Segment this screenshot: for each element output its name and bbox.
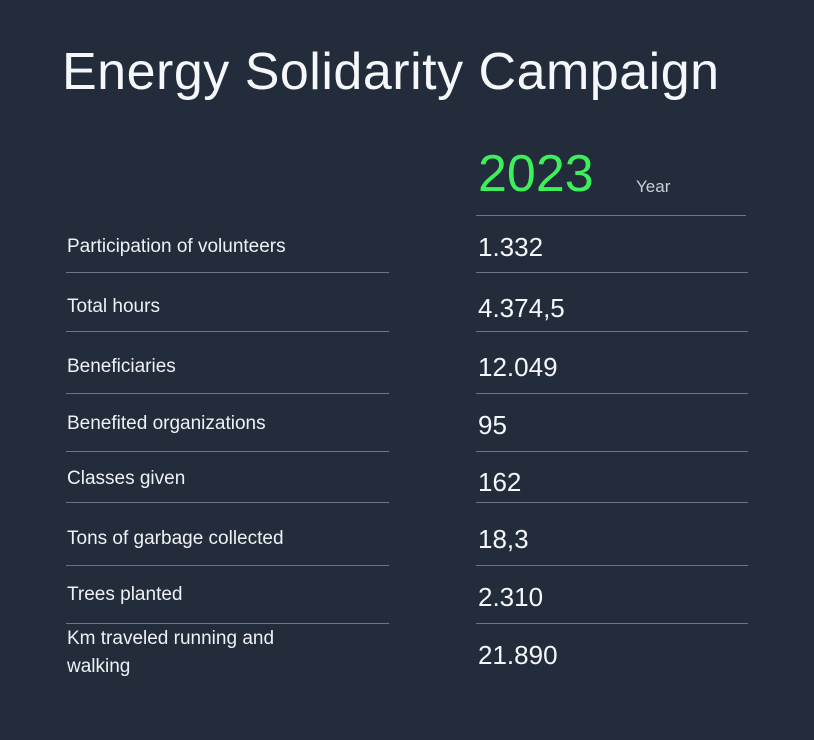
row-divider [66, 272, 389, 273]
year-divider [476, 215, 746, 216]
row-divider [66, 451, 389, 452]
page-title: Energy Solidarity Campaign [62, 43, 720, 101]
row-divider [66, 393, 389, 394]
row-value-organizations: 95 [478, 410, 507, 440]
row-divider [66, 623, 389, 624]
row-divider [476, 565, 748, 566]
row-value-beneficiaries: 12.049 [478, 352, 558, 382]
year-value: 2023 [478, 145, 594, 203]
row-label-volunteers: Participation of volunteers [67, 236, 286, 257]
row-divider [476, 331, 748, 332]
row-label-organizations: Benefited organizations [67, 413, 266, 434]
row-divider [476, 393, 748, 394]
row-value-classes: 162 [478, 467, 522, 497]
row-divider [66, 502, 389, 503]
row-divider [476, 502, 748, 503]
row-divider [66, 331, 389, 332]
row-label-km: Km traveled running and walking [67, 628, 275, 677]
row-value-km: 21.890 [478, 640, 558, 670]
row-value-trees: 2.310 [478, 582, 544, 612]
row-divider [476, 623, 748, 624]
year-label: Year [636, 177, 671, 196]
row-label-trees: Trees planted [67, 584, 183, 605]
row-value-garbage: 18,3 [478, 524, 529, 554]
row-label-total-hours: Total hours [67, 296, 160, 317]
row-label-beneficiaries: Beneficiaries [67, 356, 176, 377]
row-label-garbage: Tons of garbage collected [67, 528, 284, 549]
row-divider [66, 565, 389, 566]
row-label-classes: Classes given [67, 468, 186, 489]
row-divider [476, 272, 748, 273]
row-value-total-hours: 4.374,5 [478, 293, 565, 323]
year-header: 2023 Year [478, 142, 746, 216]
row-divider [476, 451, 748, 452]
row-value-volunteers: 1.332 [478, 232, 544, 262]
